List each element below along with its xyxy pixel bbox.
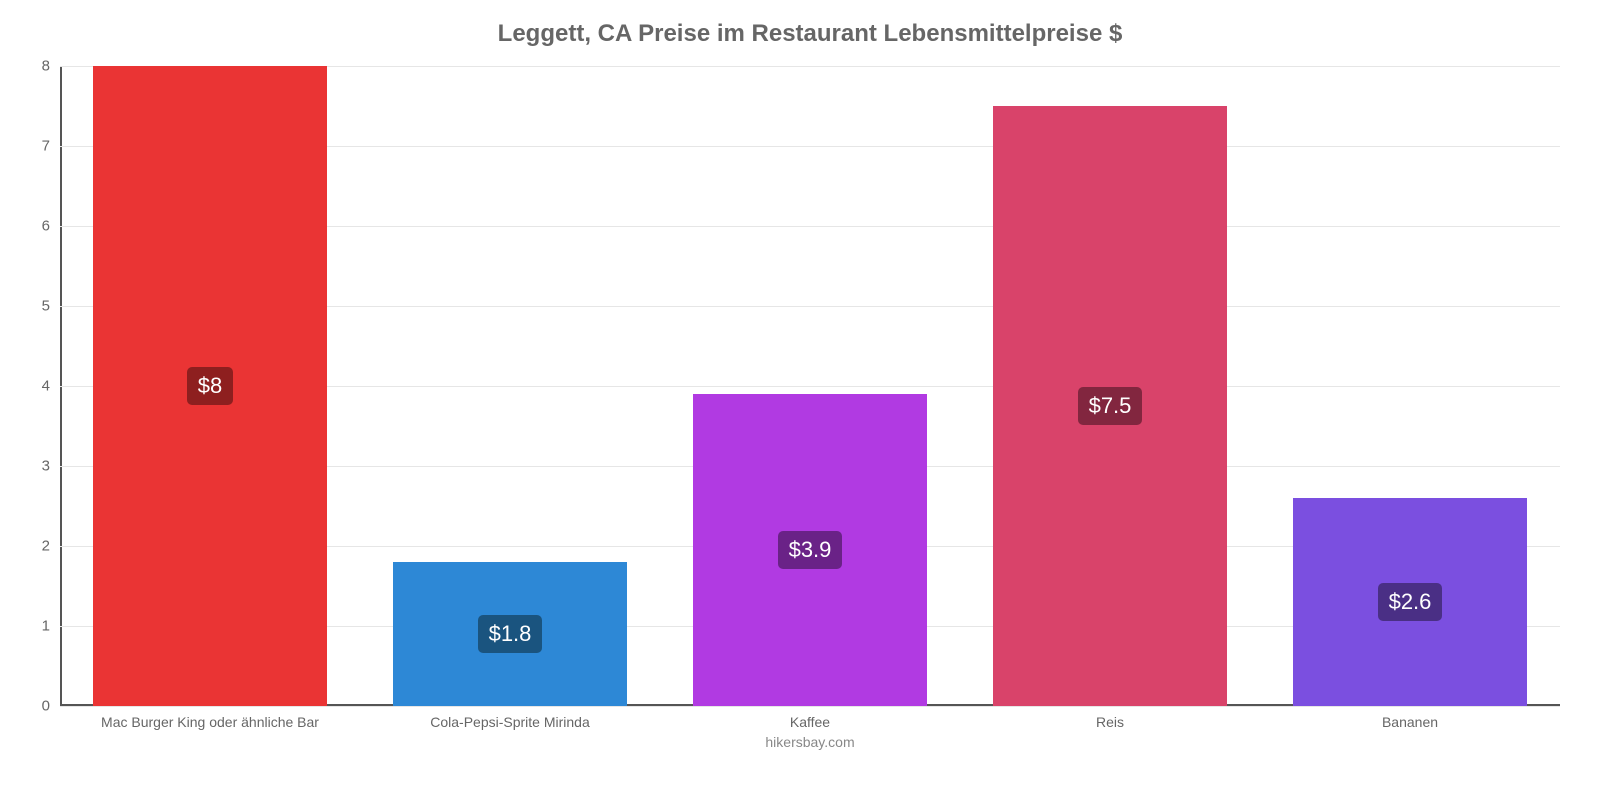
- bar: $8: [93, 66, 327, 706]
- y-tick-label: 1: [42, 618, 60, 635]
- bar-slot: $3.9: [660, 66, 960, 706]
- price-bar-chart: Leggett, CA Preise im Restaurant Lebensm…: [0, 0, 1600, 800]
- x-axis-label: Cola-Pepsi-Sprite Mirinda: [360, 714, 660, 730]
- bar: $3.9: [693, 394, 927, 706]
- bar-slot: $2.6: [1260, 66, 1560, 706]
- bar: $2.6: [1293, 498, 1527, 706]
- x-axis-label: Reis: [960, 714, 1260, 730]
- grid-line: [60, 706, 1560, 707]
- y-tick-label: 2: [42, 538, 60, 555]
- y-tick-label: 4: [42, 378, 60, 395]
- bars-container: $8 $1.8 $3.9 $7.5 $2.6: [60, 66, 1560, 706]
- value-badge: $8: [187, 367, 233, 405]
- bar-slot: $1.8: [360, 66, 660, 706]
- x-axis-label: Mac Burger King oder ähnliche Bar: [60, 714, 360, 730]
- y-tick-label: 7: [42, 138, 60, 155]
- y-tick-label: 0: [42, 698, 60, 715]
- value-badge: $3.9: [778, 531, 843, 569]
- chart-title: Leggett, CA Preise im Restaurant Lebensm…: [60, 20, 1560, 48]
- plot-area: 012345678 $8$1.8$3.9$7.5$2.6: [60, 66, 1560, 706]
- y-tick-label: 6: [42, 218, 60, 235]
- y-tick-label: 5: [42, 298, 60, 315]
- value-badge: $2.6: [1378, 583, 1443, 621]
- attribution: hikersbay.com: [60, 734, 1560, 750]
- bar: $1.8: [393, 562, 627, 706]
- x-axis-labels: Mac Burger King oder ähnliche BarCola-Pe…: [60, 714, 1560, 730]
- x-axis-label: Bananen: [1260, 714, 1560, 730]
- value-badge: $7.5: [1078, 387, 1143, 425]
- y-tick-label: 3: [42, 458, 60, 475]
- bar: $7.5: [993, 106, 1227, 706]
- x-axis-label: Kaffee: [660, 714, 960, 730]
- bar-slot: $7.5: [960, 66, 1260, 706]
- y-tick-label: 8: [42, 58, 60, 75]
- value-badge: $1.8: [478, 615, 543, 653]
- bar-slot: $8: [60, 66, 360, 706]
